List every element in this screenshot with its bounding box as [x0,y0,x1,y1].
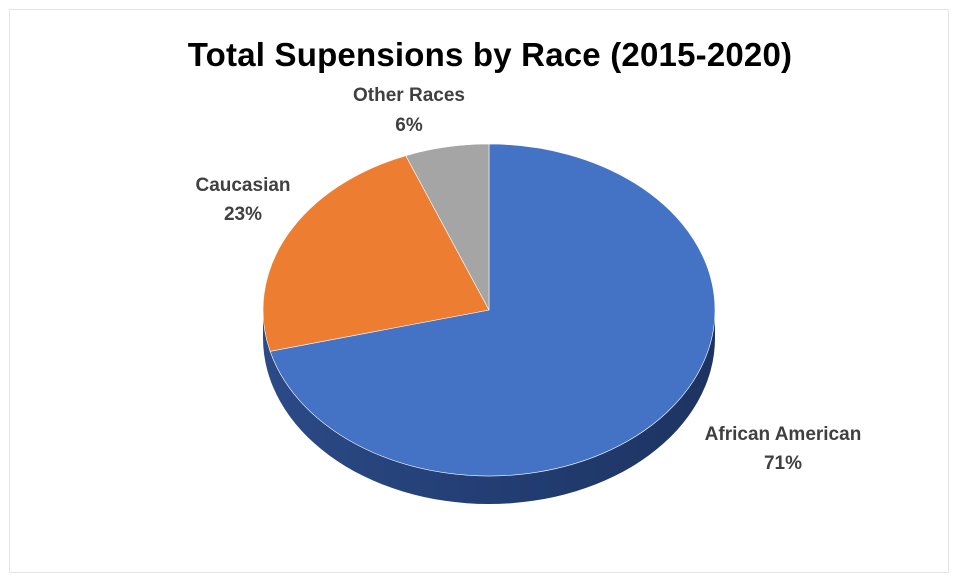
pie-side-layer [263,310,715,504]
pie-top-layer [262,143,716,477]
chart-title: Total Supensions by Race (2015-2020) [187,36,793,73]
pie-slice-african-american [269,143,716,477]
label-caucasian-name: Caucasian [195,175,290,196]
pie-slice-caucasian [262,155,490,352]
label-other-races-name: Other Races [353,85,465,106]
label-other-races-value: 6% [395,115,423,136]
pie-slice-other-races [405,143,490,311]
label-caucasian-value: 23% [224,204,262,225]
pie-side-wall [263,310,715,504]
label-african-american-value: 71% [764,453,802,474]
label-african-american-name: African American [705,424,862,445]
